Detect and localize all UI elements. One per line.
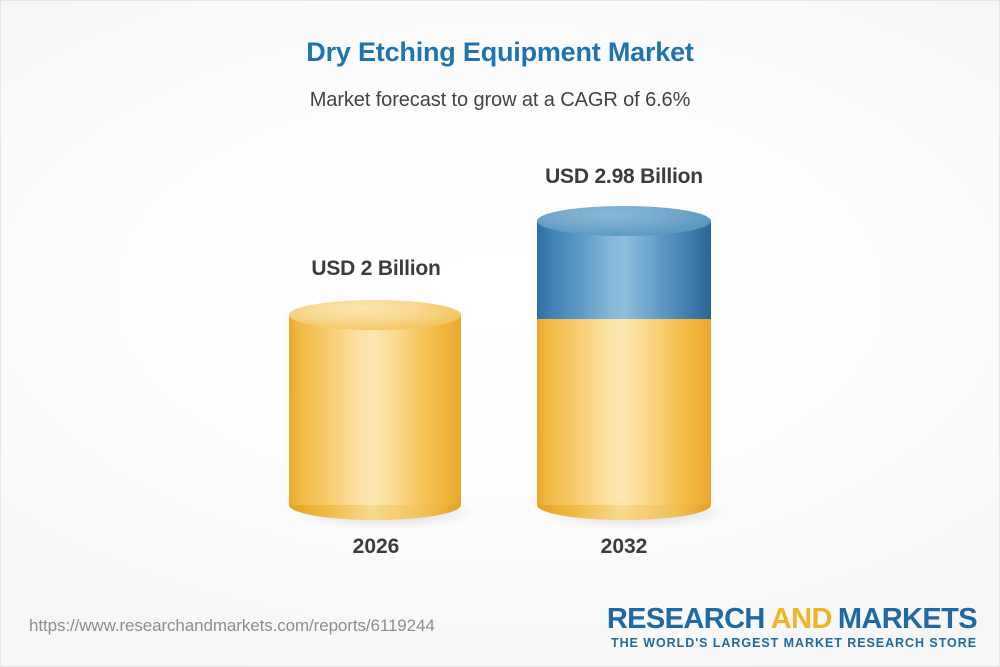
cylinder-body-2026 [289,315,461,505]
logo-word-research: RESEARCH [606,603,766,635]
cylinder-segment-base-2032 [537,316,711,505]
research-and-markets-logo[interactable]: RESEARCH AND MARKETS THE WORLD'S LARGEST M… [606,603,978,651]
source-url-link[interactable]: https://www.researchandmarkets.com/repor… [29,616,435,635]
cylinder-top-cap-2026 [289,300,461,330]
logo-tagline: THE WORLD'S LARGEST MARKET RESEARCH STOR… [610,636,977,651]
page-subtitle: Market forecast to grow at a CAGR of 6.6… [309,89,691,111]
logo-wordmark: RESEARCH AND MARKETS [606,603,978,635]
cylinder-segment-growth-2032 [537,221,711,319]
bar-chart: USD 2 Billion 2026 USD 2.98 Billion [1,1,999,601]
footer: https://www.researchandmarkets.com/repor… [1,596,999,666]
bar-value-label-2026: USD 2 Billion [311,257,441,280]
bar-category-label-2026: 2026 [352,535,400,558]
page-title: Dry Etching Equipment Market [306,37,694,67]
cylinder-top-cap-2032 [537,206,711,236]
logo-word-and: AND [770,603,833,635]
bar-category-label-2032: 2032 [600,535,648,558]
bar-value-label-2032: USD 2.98 Billion [545,165,703,188]
logo-word-markets: MARKETS [837,603,978,635]
